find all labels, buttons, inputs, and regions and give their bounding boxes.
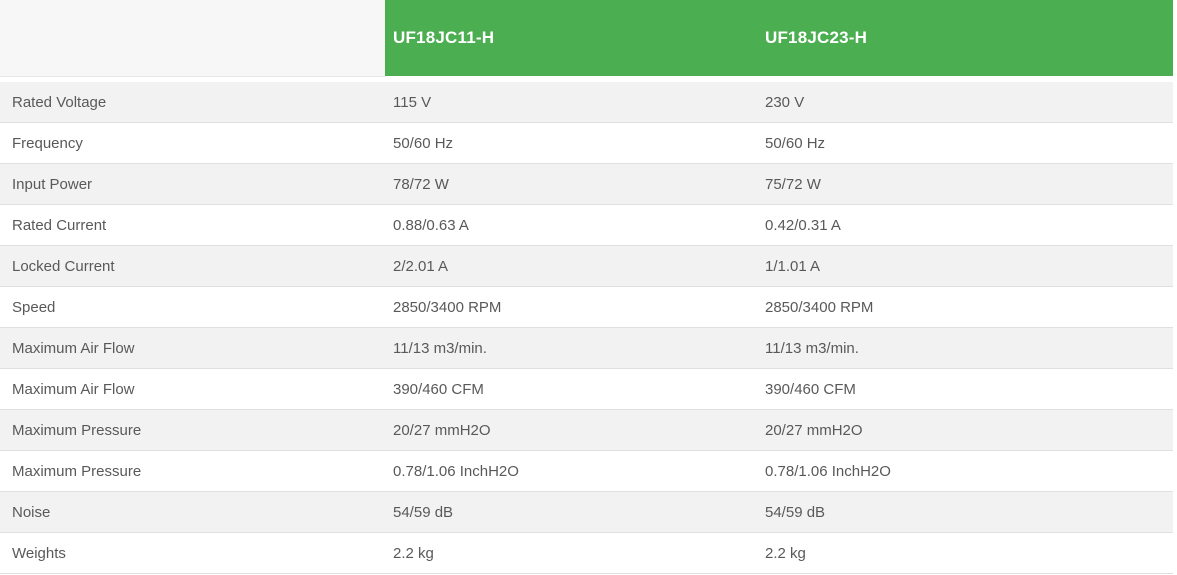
table-row: Rated Current 0.88/0.63 A 0.42/0.31 A: [0, 205, 1173, 246]
row-value-col1: 50/60 Hz: [393, 134, 454, 152]
table-row: Rated Voltage 115 V 230 V: [0, 82, 1173, 123]
product-column-header-1: UF18JC11-H: [385, 0, 757, 77]
table-row: Frequency 50/60 Hz 50/60 Hz: [0, 123, 1173, 164]
row-value-col2: 0.78/1.06 InchH2O: [765, 462, 891, 480]
row-value-col1: 0.88/0.63 A: [393, 216, 469, 234]
table-row: Speed 2850/3400 RPM 2850/3400 RPM: [0, 287, 1173, 328]
row-value-col2: 54/59 dB: [765, 503, 826, 521]
row-value-col2: 230 V: [765, 93, 805, 111]
row-value-col2: 50/60 Hz: [765, 134, 826, 152]
row-label: Maximum Air Flow: [12, 339, 135, 357]
row-value-col1: 2.2 kg: [393, 544, 434, 562]
row-value-col1: 11/13 m3/min.: [393, 339, 487, 357]
product-column-header-2: UF18JC23-H: [757, 0, 1173, 77]
row-label: Maximum Pressure: [12, 462, 142, 480]
row-label: Speed: [12, 298, 56, 316]
row-value-col2: 1/1.01 A: [765, 257, 821, 275]
row-label: Weights: [12, 544, 66, 562]
row-value-col1: 20/27 mmH2O: [393, 421, 491, 439]
row-label: Maximum Air Flow: [12, 380, 135, 398]
table-row: Input Power 78/72 W 75/72 W: [0, 164, 1173, 205]
row-value-col2: 2.2 kg: [765, 544, 806, 562]
row-value-col2: 0.42/0.31 A: [765, 216, 841, 234]
row-label: Rated Voltage: [12, 93, 107, 111]
table-row: Noise 54/59 dB 54/59 dB: [0, 492, 1173, 533]
row-value-col1: 78/72 W: [393, 175, 449, 193]
row-label: Noise: [12, 503, 51, 521]
row-value-col2: 11/13 m3/min.: [765, 339, 859, 357]
row-label: Input Power: [12, 175, 93, 193]
row-value-col1: 54/59 dB: [393, 503, 454, 521]
row-value-col2: 390/460 CFM: [765, 380, 856, 398]
table-row: Locked Current 2/2.01 A 1/1.01 A: [0, 246, 1173, 287]
row-label: Frequency: [12, 134, 83, 152]
row-value-col2: 75/72 W: [765, 175, 821, 193]
table-row: Maximum Pressure 20/27 mmH2O 20/27 mmH2O: [0, 410, 1173, 451]
row-label: Locked Current: [12, 257, 115, 275]
row-value-col1: 115 V: [393, 93, 432, 111]
table-corner-cell: [0, 0, 385, 77]
row-value-col1: 390/460 CFM: [393, 380, 484, 398]
row-label: Rated Current: [12, 216, 107, 234]
row-value-col1: 2850/3400 RPM: [393, 298, 502, 316]
table-row: Weights 2.2 kg 2.2 kg: [0, 533, 1173, 574]
spec-table-body: Rated Voltage 115 V 230 V Frequency 50/6…: [0, 82, 1173, 574]
table-header-row: UF18JC11-H UF18JC23-H: [0, 0, 1173, 77]
row-value-col2: 2850/3400 RPM: [765, 298, 874, 316]
table-row: Maximum Air Flow 390/460 CFM 390/460 CFM: [0, 369, 1173, 410]
row-label: Maximum Pressure: [12, 421, 142, 439]
table-row: Maximum Pressure 0.78/1.06 InchH2O 0.78/…: [0, 451, 1173, 492]
row-value-col1: 0.78/1.06 InchH2O: [393, 462, 519, 480]
row-value-col1: 2/2.01 A: [393, 257, 449, 275]
row-value-col2: 20/27 mmH2O: [765, 421, 863, 439]
header-gap: [0, 77, 1173, 82]
table-row: Maximum Air Flow 11/13 m3/min. 11/13 m3/…: [0, 328, 1173, 369]
